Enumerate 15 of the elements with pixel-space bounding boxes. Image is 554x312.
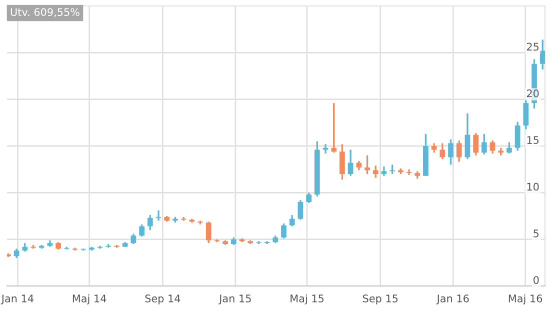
x-tick-label: Sep 14 (145, 294, 180, 304)
x-tick-label: Jan 16 (436, 294, 469, 304)
x-tick-label: Jan 15 (218, 294, 251, 304)
x-tick-label: Maj 14 (72, 294, 106, 304)
y-tick-label: 20 (526, 89, 539, 98)
x-tick-label: Maj 16 (508, 294, 542, 304)
x-tick-label: Sep 15 (362, 294, 398, 304)
y-tick-label: 15 (527, 136, 539, 144)
x-tick-label: Jan 14 (0, 294, 34, 304)
y-tick-label: 10 (527, 182, 539, 191)
y-tick-label: 25 (526, 42, 539, 51)
x-tick-label: Maj 15 (290, 294, 324, 304)
annotation: Utv. 609,55% (10, 8, 80, 18)
y-tick-label: 5 (534, 230, 539, 238)
y-tick-label: 0 (534, 276, 539, 284)
